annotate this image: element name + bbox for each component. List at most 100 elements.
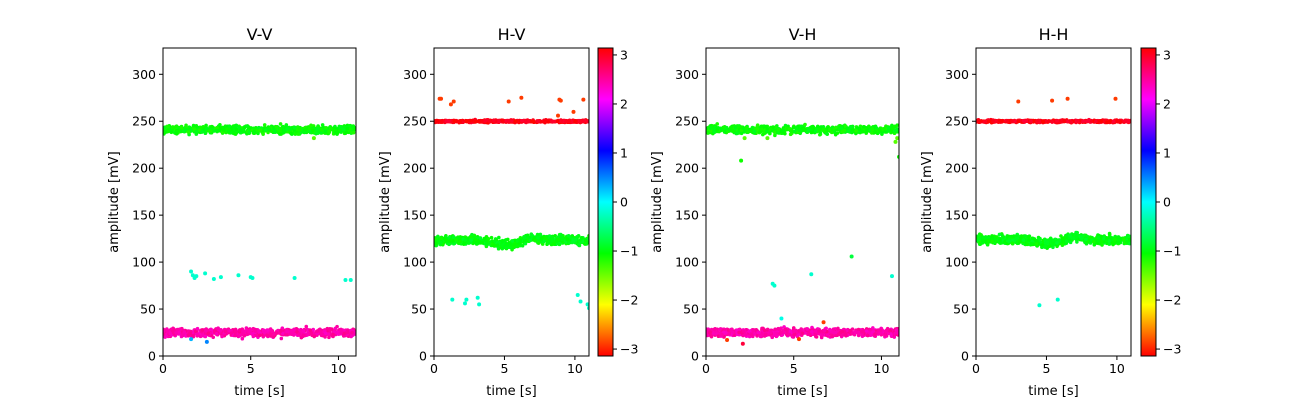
band-point <box>728 125 733 130</box>
band-point <box>821 127 826 132</box>
band-point <box>234 127 239 132</box>
band-point <box>546 120 550 124</box>
axes-frame <box>705 47 900 357</box>
band-point <box>861 329 865 334</box>
band-point <box>318 327 322 332</box>
band-point <box>895 331 899 335</box>
band-point <box>755 123 760 128</box>
band-point <box>484 239 488 243</box>
band-point <box>543 236 548 240</box>
band-point <box>741 329 746 334</box>
band-point <box>500 118 505 123</box>
band-point <box>824 131 829 136</box>
x-tick-label: 5 <box>247 361 255 376</box>
scatter-point <box>311 136 316 141</box>
band-point <box>895 128 899 132</box>
band-point <box>270 329 275 334</box>
band-point <box>229 127 234 132</box>
band-point <box>819 335 824 340</box>
band-point <box>1108 119 1112 124</box>
band-point <box>285 329 290 334</box>
y-tick-label: 0 <box>419 349 427 364</box>
band-point <box>1123 118 1127 123</box>
band-point <box>292 327 296 332</box>
scatter-point <box>578 299 583 304</box>
band-point <box>452 235 456 240</box>
band-point <box>301 328 306 333</box>
band-point <box>520 243 525 248</box>
band-point <box>166 125 170 129</box>
subplot-title: V-H <box>789 25 817 44</box>
scatter-point <box>451 99 456 104</box>
scatter-point <box>765 136 770 141</box>
band-point <box>828 127 832 132</box>
band-point <box>533 238 538 243</box>
band-point <box>210 124 214 129</box>
band-point <box>850 331 855 335</box>
band-point <box>201 125 205 129</box>
scatter-point <box>203 271 208 276</box>
band-point <box>776 326 781 331</box>
x-tick-label: 0 <box>430 361 438 376</box>
band-point <box>1076 119 1080 123</box>
band-2 <box>163 324 356 341</box>
band-point <box>856 331 861 335</box>
scatter-point <box>558 98 563 103</box>
band-1 <box>706 122 899 138</box>
band-point <box>792 129 797 134</box>
band-point <box>749 333 754 337</box>
band-point <box>860 129 865 133</box>
band-point <box>755 126 760 131</box>
band-point <box>461 242 466 246</box>
band-point <box>339 125 343 130</box>
band-point <box>242 125 247 130</box>
band-point <box>787 332 792 337</box>
band-point <box>237 125 241 130</box>
band-point <box>444 238 448 242</box>
band-point <box>226 129 231 134</box>
band-point <box>323 331 328 336</box>
y-tick-label: 250 <box>675 114 699 129</box>
band-point <box>454 238 458 242</box>
band-point <box>203 131 208 135</box>
band-point <box>289 329 293 333</box>
band-point <box>712 327 717 332</box>
band-2 <box>706 325 899 340</box>
band-point <box>217 128 222 133</box>
band-point <box>1055 118 1059 123</box>
band-point <box>1111 119 1116 124</box>
band-point <box>301 333 306 338</box>
band-point <box>517 241 522 246</box>
band-point <box>274 124 279 129</box>
band-point <box>275 331 279 335</box>
band-point <box>345 126 350 131</box>
band-point <box>870 126 874 131</box>
band-point <box>760 332 765 336</box>
band-point <box>233 327 238 332</box>
band-point <box>482 236 487 241</box>
band-point <box>195 326 200 331</box>
band-point <box>998 119 1002 123</box>
band-point <box>175 128 180 133</box>
band-point <box>579 235 584 240</box>
band-point <box>251 130 256 134</box>
scatter-point <box>740 341 745 346</box>
band-point <box>570 234 575 238</box>
band-point <box>255 333 259 338</box>
band-point <box>473 237 478 242</box>
band-point <box>350 330 354 335</box>
scatter-point <box>519 95 524 100</box>
x-tick-label: 0 <box>159 361 167 376</box>
band-point <box>264 128 268 133</box>
band-point <box>177 330 181 335</box>
band-point <box>564 119 568 124</box>
scatter-point <box>189 337 194 342</box>
band-point <box>846 129 850 134</box>
band-point <box>342 332 346 336</box>
band-point <box>813 129 818 134</box>
band-point <box>878 328 883 332</box>
band-point <box>809 125 814 129</box>
band-point <box>754 327 759 332</box>
